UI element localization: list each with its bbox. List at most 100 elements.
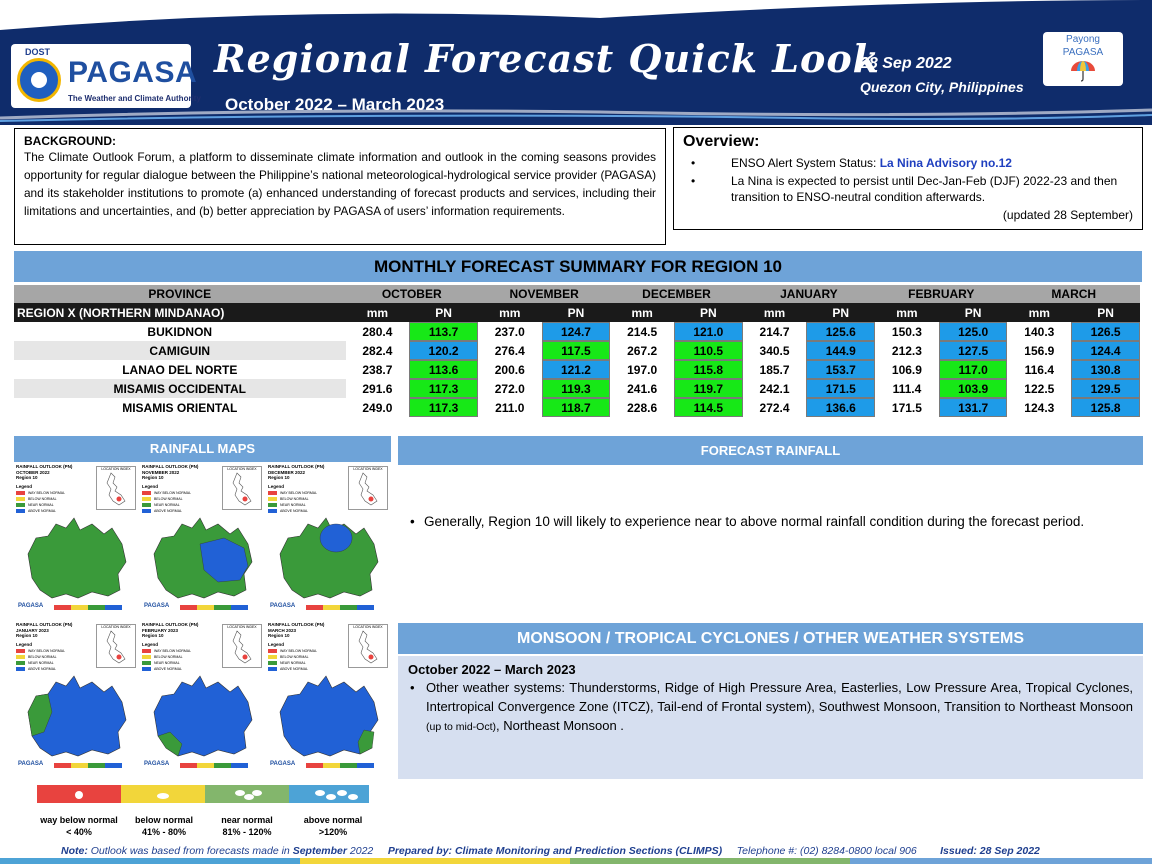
legend-text: NEAR NORMAL [154,661,180,665]
pagasa-logo: DOST PAGASA The Weather and Climate Auth… [11,44,201,108]
legend-text: ABOVE NORMAL [28,667,57,671]
prepared-by: Prepared by: Climate Monitoring and Pred… [387,845,723,857]
mm-value: 200.6 [494,362,525,377]
note-label: Note: [61,845,88,857]
map-legend-item: BELOW NORMAL [16,655,76,661]
map-legend-item: BELOW NORMAL [142,497,202,503]
map-pagasa-logo: PAGASA [144,603,170,609]
mm-value: 116.4 [1024,362,1054,377]
map-legend-item: WAY BELOW NORMAL [268,491,328,497]
philippines-inset-icon [106,472,126,506]
rain-cloud-icon [326,794,336,800]
scale-range: < 40% [66,827,92,837]
pn-value: 113.6 [409,360,478,379]
philippines-inset-icon [232,630,252,664]
province-header: PROVINCE [14,285,346,303]
pn-value: 125.8 [1071,398,1140,417]
philippines-inset-icon [106,630,126,664]
mm-header: mm [610,303,674,322]
map-legend-label: Legend [16,642,33,647]
pn-header: PN [806,303,876,322]
telephone: Telephone #: (02) 8284-0800 local 906 [736,845,917,857]
inset-label: LOCATION INDEX [227,467,257,471]
region-10-map [279,517,379,599]
cloud-icon [157,793,169,799]
table-row: BUKIDNON 280.4 113.7 237.0 124.7 214.5 121.0 21… [14,322,1140,341]
map-legend-label: Legend [142,642,159,647]
pn-header: PN [1071,303,1140,322]
pn-value: 120.2 [409,341,478,360]
rainfall-map: RAINFALL OUTLOOK (PN) FEBRUARY 2023 Region… [140,622,264,774]
pn-value: 130.8 [1071,360,1140,379]
map-scale-swatch [71,763,88,768]
map-title-line: Region 10 [16,475,38,480]
month-header: OCTOBER [345,285,478,303]
philippines-inset-icon [358,472,378,506]
scale-label-above: above normal >120% [284,814,382,838]
map-title-line: Region 10 [142,475,164,480]
location-index-inset: LOCATION INDEX [222,624,262,668]
region-shape [279,517,379,599]
map-legend-item: NEAR NORMAL [142,661,202,667]
pn-value: 124.7 [541,322,611,341]
province-name: BUKIDNON [147,324,213,339]
overview-heading: Overview: [683,133,760,150]
weather-icons [75,790,358,800]
weather-systems-panel: October 2022 – March 2023 Other weather … [398,656,1143,779]
weather-systems-list-end: , Northeast Monsoon . [496,718,624,733]
legend-swatch [16,503,25,508]
pagasa-seal-icon [17,58,61,102]
pn-value: 119.7 [673,379,743,398]
header-banner: DOST PAGASA The Weather and Climate Auth… [0,0,1152,125]
table-row: MISAMIS ORIENTAL 249.0 117.3 211.0 118.7 228.… [14,398,1140,417]
pn-value: 118.7 [541,398,611,417]
cloud-icon [244,794,254,800]
map-legend-item: BELOW NORMAL [16,497,76,503]
map-scale-swatch [180,763,197,768]
pn-value: 121.0 [673,322,743,341]
pn-value: 131.7 [938,398,1008,417]
map-title-line: RAINFALL OUTLOOK (PN) [142,464,199,469]
region-10-map [27,675,127,757]
region-shape [279,675,379,757]
legend-text: ABOVE NORMAL [154,509,183,513]
month-header: DECEMBER [610,285,743,303]
background-panel: BACKGROUND: The Climate Outlook Forum, a… [14,128,666,245]
scale-name: below normal [134,815,193,825]
legend-swatch [142,497,151,502]
map-scale-swatch [180,605,197,610]
legend-swatch [142,655,151,660]
map-scale-swatch [323,605,340,610]
la-nina-advisory-link[interactable]: La Nina Advisory no.12 [879,156,1012,170]
mm-header: mm [345,303,410,322]
map-title-line: Region 10 [268,475,290,480]
page-title: Regional Forecast Quick Look [214,36,881,81]
map-legend-item: ABOVE NORMAL [142,667,202,673]
map-scale-swatch [340,605,357,610]
scale-range: 81% - 120% [222,827,272,837]
province-name: MISAMIS OCCIDENTAL [14,379,346,398]
pagasa-wordmark: PAGASA [68,56,198,89]
mm-value: 124.3 [1024,400,1055,415]
legend-text: WAY BELOW NORMAL [280,649,318,653]
map-scale-swatch [357,763,374,768]
mm-value: 249.0 [362,400,393,415]
province-name: MISAMIS ORIENTAL [122,400,238,415]
map-legend-item: WAY BELOW NORMAL [16,491,76,497]
pn-value: 125.0 [938,322,1008,341]
legend-text: BELOW NORMAL [28,655,57,659]
mm-value: 122.5 [1024,381,1055,396]
rainfall-map: RAINFALL OUTLOOK (PN) NOVEMBER 2022 Region… [140,464,264,616]
map-title: RAINFALL OUTLOOK (PN) FEBRUARY 2023 Region… [142,622,202,639]
rainfall-zone [157,731,183,757]
rainfall-map: RAINFALL OUTLOOK (PN) JANUARY 2023 Region … [14,622,138,774]
map-scale-swatch [231,763,248,768]
region-10-map [27,517,127,599]
payong-pagasa-logo: Payong PAGASA [1043,32,1123,86]
map-footer: PAGASA [266,761,390,771]
region-10-map [153,675,253,757]
map-footer: PAGASA [140,603,264,613]
map-scale-swatch [105,605,122,610]
inset-label: LOCATION INDEX [101,625,131,629]
overview-panel: Overview: ENSO Alert System Status: La N… [673,127,1143,230]
